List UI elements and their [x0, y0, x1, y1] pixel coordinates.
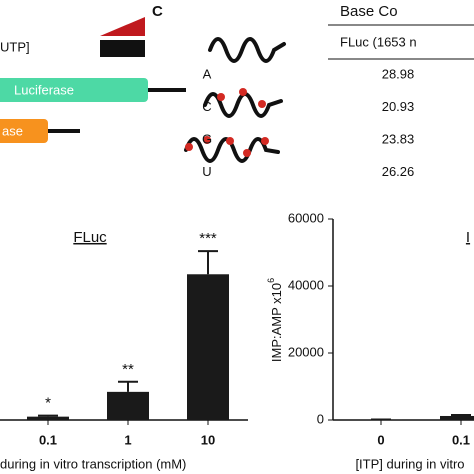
rna — [203, 92, 283, 118]
x-tick-label: 0.1 — [39, 432, 57, 447]
modifications — [185, 88, 269, 157]
x-axis-label: during in vitro transcription (mM) — [0, 456, 186, 471]
dot — [203, 136, 211, 144]
row-value: 28.98 — [382, 66, 415, 81]
rna — [208, 37, 286, 63]
dot — [243, 149, 251, 157]
dot — [261, 137, 269, 145]
significance: *** — [199, 230, 217, 247]
gradient-wedge — [100, 17, 145, 36]
table-subheader: FLuc (1653 n — [340, 34, 417, 49]
dot — [185, 143, 193, 151]
rna-waves — [184, 37, 286, 163]
dot — [239, 88, 247, 96]
x-tick-label: 0.1 — [452, 432, 470, 447]
chart-title: FLuc — [73, 229, 107, 246]
y-tick-label: 40000 — [288, 277, 324, 292]
x-tick-label: 0 — [377, 432, 384, 447]
dot — [226, 137, 234, 145]
dot — [258, 100, 266, 108]
significance: * — [45, 395, 51, 412]
ratio-label: UTP] — [0, 39, 30, 54]
row-value: 23.83 — [382, 131, 415, 146]
y-tick-label: 20000 — [288, 344, 324, 359]
row-key: G — [202, 131, 212, 146]
y-tick-label: 0 — [317, 411, 324, 426]
x-tick-label: 1 — [124, 432, 131, 447]
y-tick-label: 60000 — [288, 210, 324, 225]
x-axis-label: [ITP] during in vitro — [355, 456, 464, 471]
dot — [217, 93, 225, 101]
construct-label: Luciferase — [14, 82, 74, 97]
y-label-exponent: 6 — [266, 278, 276, 283]
row-key: U — [202, 164, 211, 179]
table-header: Base Co — [340, 3, 398, 20]
bar — [27, 416, 69, 420]
significance: ** — [122, 361, 134, 378]
row-key: C — [202, 99, 211, 114]
bar — [440, 415, 474, 420]
panel-label: C — [152, 3, 163, 20]
constant-bar — [100, 40, 145, 57]
row-key: A — [203, 66, 212, 81]
x-tick-label: 10 — [201, 432, 215, 447]
bar — [107, 391, 149, 420]
construct-bar — [0, 119, 48, 143]
construct-bar — [0, 78, 148, 102]
construct-label: ase — [2, 123, 23, 138]
y-axis-label: IMP:AMP x106 — [266, 278, 284, 362]
row-value: 20.93 — [382, 99, 415, 114]
bar — [187, 274, 229, 420]
chart-title: I — [466, 229, 470, 246]
row-value: 26.26 — [382, 164, 415, 179]
y-label-text: IMP:AMP x10 — [269, 283, 284, 362]
